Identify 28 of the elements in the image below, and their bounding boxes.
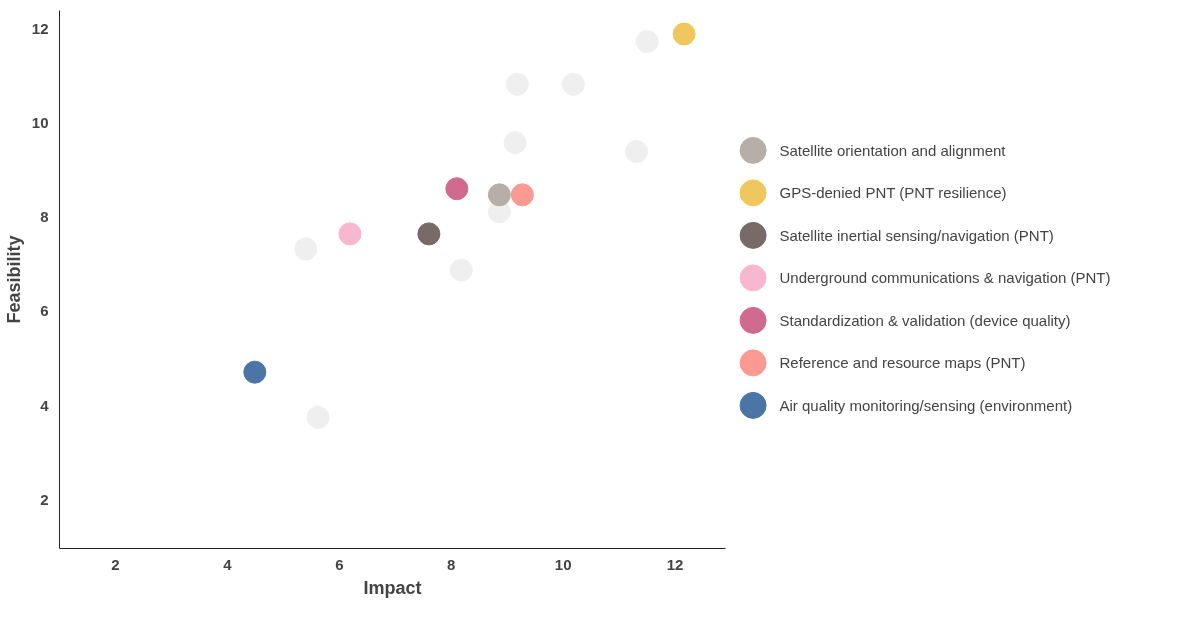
y-tick-label: 8 (40, 208, 49, 226)
y-tick-label: 4 (40, 396, 50, 414)
point (243, 360, 267, 384)
y-tick-label: 12 (31, 20, 49, 38)
y-axis-title: Feasibility (3, 235, 24, 324)
y-tick-label: 10 (31, 114, 49, 132)
x-tick-label: 8 (447, 555, 456, 573)
legend-label: Satellite inertial sensing/navigation (PNT) (779, 226, 1054, 244)
x-axis-title: Impact (363, 577, 422, 598)
point (672, 22, 696, 46)
point (487, 183, 511, 207)
point (417, 222, 441, 246)
legend-label: GPS-denied PNT (PNT resilience) (779, 184, 1007, 202)
x-tick-label: 6 (335, 555, 344, 573)
legend-label: Underground communications & navigation (PNT) (779, 269, 1111, 287)
x-tick-label: 2 (111, 555, 120, 573)
legend-label: Reference and resource maps (PNT) (779, 354, 1026, 372)
y-tick-label: 2 (40, 490, 49, 508)
point (338, 222, 362, 246)
x-tick-label: 10 (554, 555, 572, 573)
x-tick-label: 4 (223, 555, 233, 573)
point (510, 183, 534, 207)
legend-label: Air quality monitoring/sensing (environment) (779, 396, 1073, 414)
legend-label: Standardization & validation (device quality) (779, 311, 1071, 329)
y-tick-label: 6 (40, 302, 49, 320)
x-tick-label: 12 (666, 555, 684, 573)
point (445, 177, 469, 201)
legend-label: Satellite orientation and alignment (779, 141, 1007, 159)
